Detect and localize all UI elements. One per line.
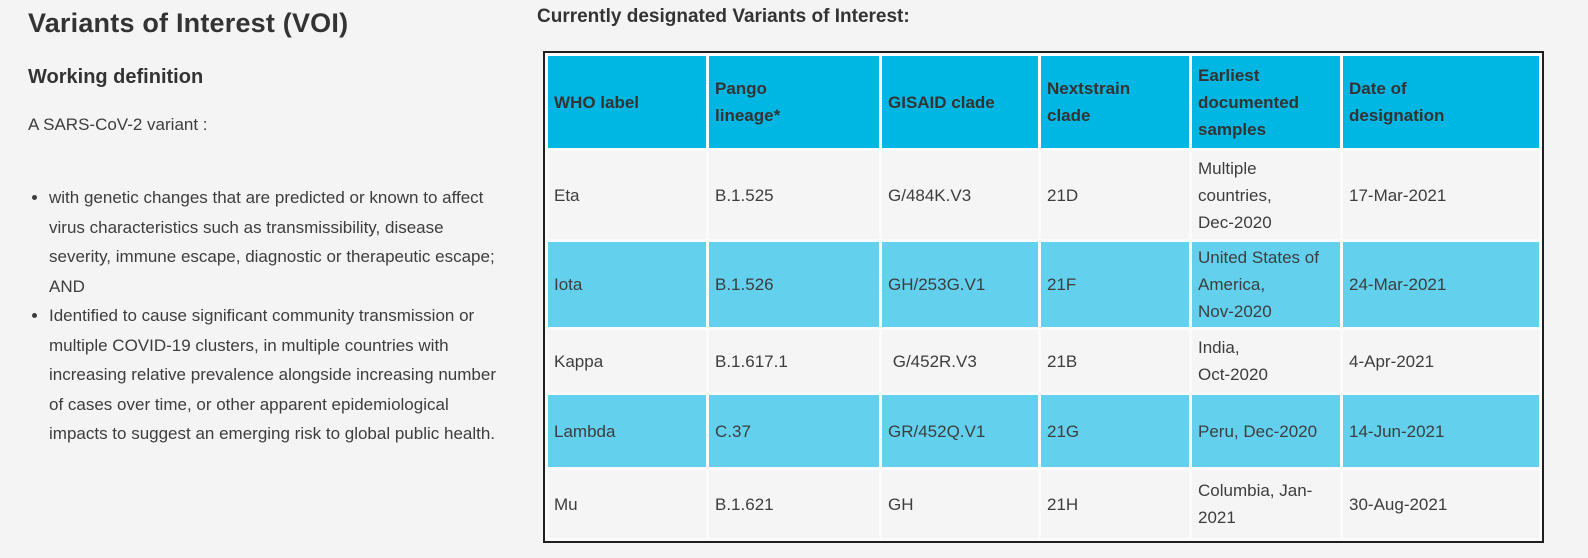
table-row-iota: Iota B.1.526 GH/253G.V1 21F United State… bbox=[548, 242, 1539, 327]
cell-who-label: Eta bbox=[548, 151, 706, 239]
cell-pango-lineage: B.1.621 bbox=[709, 470, 879, 538]
table-row-eta: Eta B.1.525 G/484K.V3 21D Multiple count… bbox=[548, 151, 1539, 239]
variants-of-interest-table: WHO label Pango lineage* GISAID clade Ne… bbox=[543, 51, 1544, 543]
cell-who-label: Mu bbox=[548, 470, 706, 538]
definition-bullet-list: with genetic changes that are predicted … bbox=[28, 183, 496, 449]
cell-nextstrain-clade: 21D bbox=[1041, 151, 1189, 239]
cell-date-designation: 4-Apr-2021 bbox=[1343, 330, 1539, 392]
column-header-who-label: WHO label bbox=[548, 56, 706, 148]
cell-earliest-samples: India, Oct-2020 bbox=[1192, 330, 1340, 392]
working-definition-heading: Working definition bbox=[28, 66, 204, 88]
cell-earliest-samples: United States of America, Nov-2020 bbox=[1192, 242, 1340, 327]
table-row-mu: Mu B.1.621 GH 21H Columbia, Jan-2021 30-… bbox=[548, 470, 1539, 538]
cell-pango-lineage: B.1.617.1 bbox=[709, 330, 879, 392]
cell-gisaid-clade: G/484K.V3 bbox=[882, 151, 1038, 239]
table-header-row: WHO label Pango lineage* GISAID clade Ne… bbox=[548, 56, 1539, 148]
column-header-date-designation: Date of designation bbox=[1343, 56, 1539, 148]
cell-date-designation: 30-Aug-2021 bbox=[1343, 470, 1539, 538]
voi-definition-panel: Variants of Interest (VOI) Working defin… bbox=[28, 8, 496, 449]
cell-date-designation: 17-Mar-2021 bbox=[1343, 151, 1539, 239]
designated-variants-panel: Currently designated Variants of Interes… bbox=[537, 6, 1544, 543]
table-row-lambda: Lambda C.37 GR/452Q.V1 21G Peru, Dec-202… bbox=[548, 395, 1539, 467]
definition-bullet-item: with genetic changes that are predicted … bbox=[49, 183, 496, 301]
cell-nextstrain-clade: 21B bbox=[1041, 330, 1189, 392]
cell-gisaid-clade: GH/253G.V1 bbox=[882, 242, 1038, 327]
cell-who-label: Lambda bbox=[548, 395, 706, 467]
cell-gisaid-clade: GR/452Q.V1 bbox=[882, 395, 1038, 467]
cell-date-designation: 24-Mar-2021 bbox=[1343, 242, 1539, 327]
cell-gisaid-clade: GH bbox=[882, 470, 1038, 538]
cell-gisaid-clade: G/452R.V3 bbox=[882, 330, 1038, 392]
cell-earliest-samples: Multiple countries, Dec-2020 bbox=[1192, 151, 1340, 239]
definition-intro-text: A SARS-CoV-2 variant : bbox=[28, 115, 208, 134]
cell-nextstrain-clade: 21G bbox=[1041, 395, 1189, 467]
cell-date-designation: 14-Jun-2021 bbox=[1343, 395, 1539, 467]
column-header-nextstrain-clade: Nextstrain clade bbox=[1041, 56, 1189, 148]
definition-bullet-item: Identified to cause significant communit… bbox=[49, 301, 496, 449]
cell-nextstrain-clade: 21H bbox=[1041, 470, 1189, 538]
table-heading: Currently designated Variants of Interes… bbox=[537, 6, 910, 27]
table-row-kappa: Kappa B.1.617.1 G/452R.V3 21B India, Oct… bbox=[548, 330, 1539, 392]
cell-who-label: Kappa bbox=[548, 330, 706, 392]
cell-pango-lineage: C.37 bbox=[709, 395, 879, 467]
column-header-pango-lineage: Pango lineage* bbox=[709, 56, 879, 148]
cell-nextstrain-clade: 21F bbox=[1041, 242, 1189, 327]
page-title: Variants of Interest (VOI) bbox=[28, 8, 349, 38]
column-header-gisaid-clade: GISAID clade bbox=[882, 56, 1038, 148]
column-header-earliest-samples: Earliest documented samples bbox=[1192, 56, 1340, 148]
cell-earliest-samples: Peru, Dec-2020 bbox=[1192, 395, 1340, 467]
cell-pango-lineage: B.1.526 bbox=[709, 242, 879, 327]
cell-who-label: Iota bbox=[548, 242, 706, 327]
cell-earliest-samples: Columbia, Jan-2021 bbox=[1192, 470, 1340, 538]
cell-pango-lineage: B.1.525 bbox=[709, 151, 879, 239]
